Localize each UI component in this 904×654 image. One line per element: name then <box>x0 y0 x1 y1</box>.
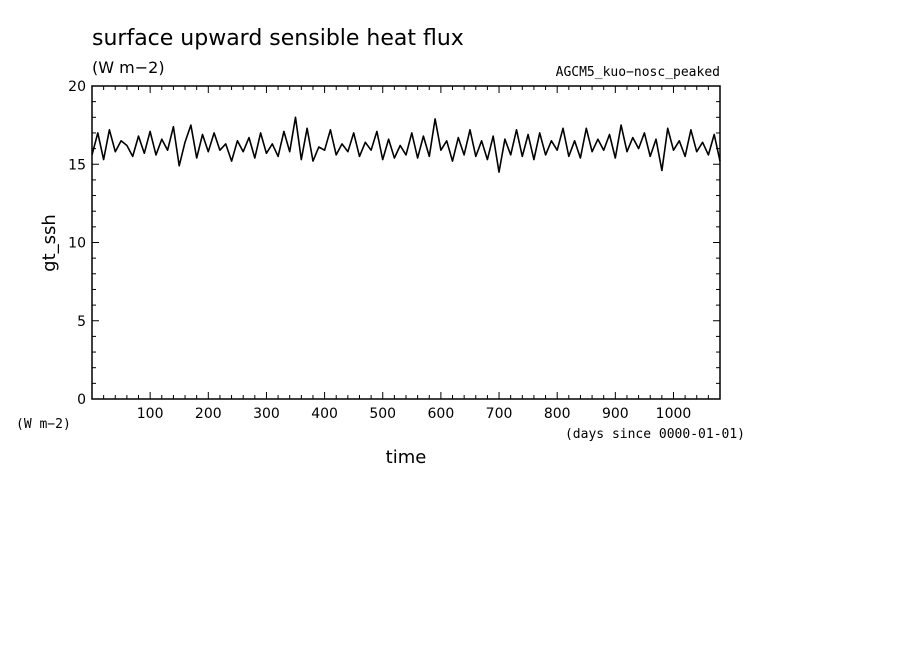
y-axis-label: gt_ssh <box>39 214 60 272</box>
x-tick-label: 1000 <box>656 406 692 422</box>
y-tick-labels: 0 5 10 15 20 <box>68 79 86 408</box>
x-tick-label: 800 <box>544 406 571 422</box>
y-tick-label: 15 <box>68 157 86 173</box>
x-axis-ticks <box>91 86 721 399</box>
x-tick-label: 600 <box>428 406 455 422</box>
x-tick-label: 400 <box>311 406 338 422</box>
x-axis-label: time <box>386 447 427 468</box>
y-tick-label: 0 <box>77 392 86 408</box>
y-tick-label: 10 <box>68 236 86 252</box>
x-tick-label: 900 <box>602 406 629 422</box>
x-tick-label: 700 <box>486 406 513 422</box>
chart-subtitle: (W m−2) <box>92 58 165 77</box>
x-tick-label: 300 <box>253 406 280 422</box>
x-tick-label: 500 <box>369 406 396 422</box>
experiment-label: AGCM5_kuo−nosc_peaked <box>556 65 720 80</box>
x-units-label: (days since 0000-01-01) <box>565 427 745 442</box>
plot-frame <box>91 85 721 400</box>
y-units-label: (W m−2) <box>16 417 71 432</box>
series-line <box>91 116 721 173</box>
chart-title: surface upward sensible heat flux <box>92 26 464 51</box>
x-tick-label: 200 <box>195 406 222 422</box>
x-tick-labels: 100 200 300 400 500 600 700 800 900 1000 <box>137 406 692 422</box>
y-axis-ticks <box>92 85 720 400</box>
y-tick-label: 5 <box>77 314 86 330</box>
x-tick-label: 100 <box>137 406 164 422</box>
y-tick-label: 20 <box>68 79 86 95</box>
